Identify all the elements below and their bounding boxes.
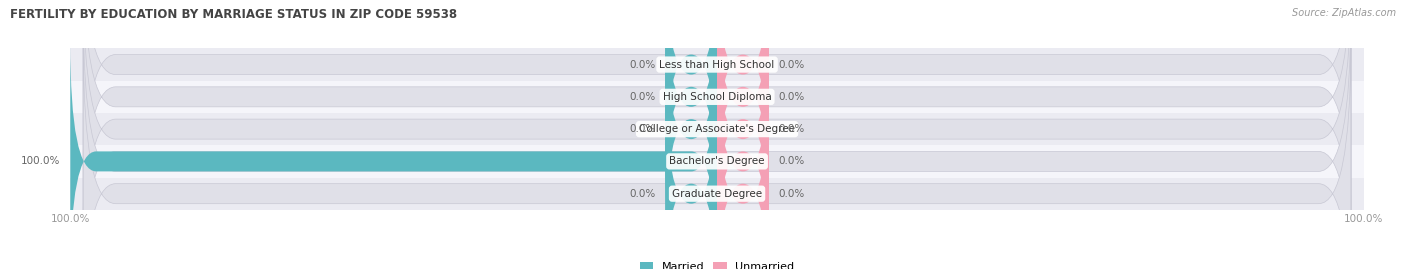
Text: 0.0%: 0.0% xyxy=(779,92,804,102)
Bar xyxy=(70,113,1364,145)
Text: Less than High School: Less than High School xyxy=(659,59,775,70)
FancyBboxPatch shape xyxy=(665,10,717,248)
Text: 0.0%: 0.0% xyxy=(779,124,804,134)
Text: 0.0%: 0.0% xyxy=(779,189,804,199)
Bar xyxy=(70,81,1364,113)
Text: High School Diploma: High School Diploma xyxy=(662,92,772,102)
Bar xyxy=(70,145,1364,178)
Text: 0.0%: 0.0% xyxy=(630,59,655,70)
Bar xyxy=(70,178,1364,210)
FancyBboxPatch shape xyxy=(717,10,769,248)
FancyBboxPatch shape xyxy=(665,0,717,184)
FancyBboxPatch shape xyxy=(83,0,1351,248)
FancyBboxPatch shape xyxy=(717,42,769,269)
FancyBboxPatch shape xyxy=(83,0,1351,269)
FancyBboxPatch shape xyxy=(665,75,717,269)
FancyBboxPatch shape xyxy=(717,0,769,184)
Text: 0.0%: 0.0% xyxy=(630,124,655,134)
Text: 0.0%: 0.0% xyxy=(779,156,804,167)
FancyBboxPatch shape xyxy=(717,75,769,269)
Bar xyxy=(70,48,1364,81)
Text: Bachelor's Degree: Bachelor's Degree xyxy=(669,156,765,167)
FancyBboxPatch shape xyxy=(717,0,769,216)
Text: 0.0%: 0.0% xyxy=(630,92,655,102)
Text: 0.0%: 0.0% xyxy=(779,59,804,70)
FancyBboxPatch shape xyxy=(83,10,1351,269)
FancyBboxPatch shape xyxy=(665,0,717,216)
Text: Source: ZipAtlas.com: Source: ZipAtlas.com xyxy=(1292,8,1396,18)
FancyBboxPatch shape xyxy=(83,42,1351,269)
Text: FERTILITY BY EDUCATION BY MARRIAGE STATUS IN ZIP CODE 59538: FERTILITY BY EDUCATION BY MARRIAGE STATU… xyxy=(10,8,457,21)
Text: 0.0%: 0.0% xyxy=(630,189,655,199)
FancyBboxPatch shape xyxy=(83,0,1351,216)
Text: Graduate Degree: Graduate Degree xyxy=(672,189,762,199)
Legend: Married, Unmarried: Married, Unmarried xyxy=(636,257,799,269)
FancyBboxPatch shape xyxy=(70,42,717,269)
Text: 100.0%: 100.0% xyxy=(21,156,60,167)
Text: College or Associate's Degree: College or Associate's Degree xyxy=(640,124,794,134)
